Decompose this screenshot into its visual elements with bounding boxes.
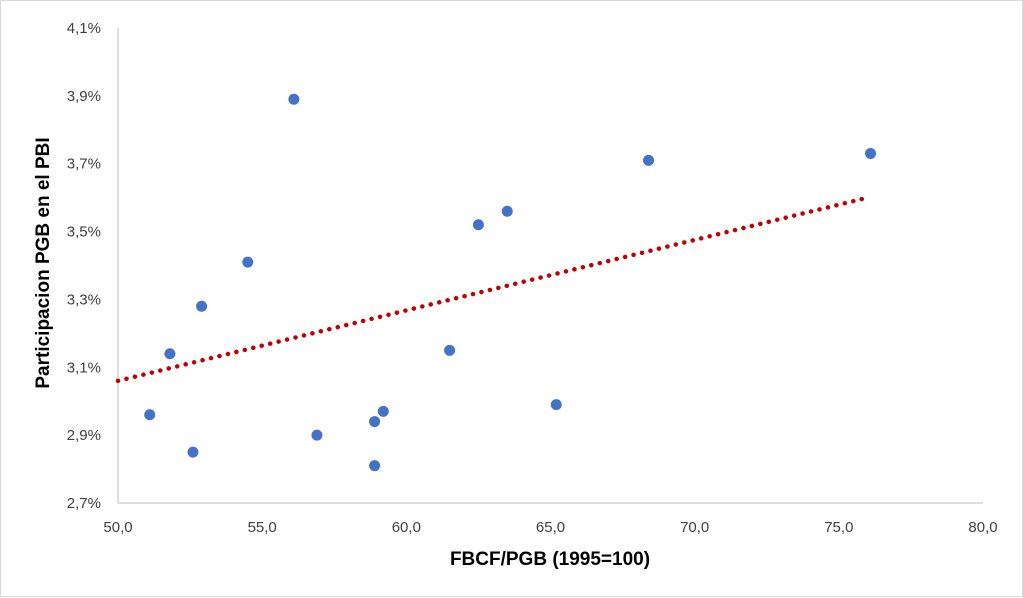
x-tick-label: 75,0 xyxy=(824,519,853,536)
data-point xyxy=(311,429,323,441)
data-point xyxy=(187,446,199,458)
y-tick-label: 2,7% xyxy=(67,495,101,512)
y-tick-label: 2,9% xyxy=(67,427,101,444)
x-tick-label: 60,0 xyxy=(392,519,421,536)
trendline xyxy=(115,195,870,384)
data-point xyxy=(501,205,513,217)
data-point xyxy=(643,154,655,166)
y-tick-label: 4,1% xyxy=(67,20,101,37)
x-tick-label: 70,0 xyxy=(680,519,709,536)
data-point xyxy=(369,460,381,472)
data-point xyxy=(242,256,254,268)
y-tick-label: 3,9% xyxy=(67,88,101,105)
data-point xyxy=(164,348,176,360)
x-tick-label: 55,0 xyxy=(248,519,277,536)
y-axis-title: Participacion PGB en el PBI xyxy=(33,137,54,388)
x-tick-labels: 50,0 55,0 60,0 65,0 70,0 75,0 80,0 xyxy=(103,519,997,536)
x-tick-label: 65,0 xyxy=(536,519,565,536)
y-tick-label: 3,7% xyxy=(67,156,101,173)
trendline-layer xyxy=(115,195,870,384)
data-points xyxy=(144,93,877,472)
data-point xyxy=(377,405,389,417)
data-point xyxy=(288,93,300,105)
data-point xyxy=(144,409,156,421)
data-point xyxy=(865,148,877,160)
data-point xyxy=(472,219,484,231)
data-point xyxy=(196,300,208,312)
data-point xyxy=(369,416,381,428)
data-point xyxy=(444,344,456,356)
y-tick-label: 3,3% xyxy=(67,291,101,308)
y-tick-label: 3,5% xyxy=(67,224,101,241)
axes xyxy=(117,28,983,504)
x-tick-label: 50,0 xyxy=(103,519,132,536)
y-tick-labels: 2,7% 2,9% 3,1% 3,3% 3,5% 3,7% 3,9% 4,1% xyxy=(67,20,101,512)
y-tick-label: 3,1% xyxy=(67,359,101,376)
x-tick-label: 80,0 xyxy=(968,519,997,536)
x-axis-title: FBCF/PGB (1995=100) xyxy=(450,549,650,570)
data-point xyxy=(550,399,562,411)
